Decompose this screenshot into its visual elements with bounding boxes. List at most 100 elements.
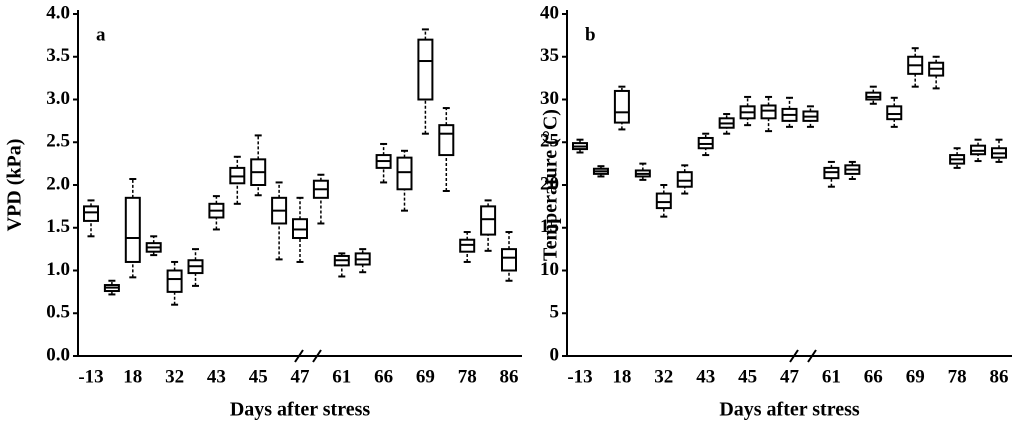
box — [697, 132, 714, 157]
x-tick-label: 86 — [500, 366, 519, 387]
box — [124, 178, 141, 279]
x-tick-label: 32 — [165, 366, 184, 387]
box — [676, 164, 693, 195]
y-tick-label: 25 — [540, 131, 559, 152]
box-body — [480, 205, 497, 236]
box — [760, 95, 777, 133]
box-body — [655, 192, 672, 210]
box — [501, 231, 517, 282]
y-tick-label: 1.5 — [46, 216, 70, 237]
box — [949, 147, 966, 169]
box — [333, 252, 350, 278]
y-tick-label: 2.5 — [46, 131, 70, 152]
box — [354, 248, 371, 274]
box — [970, 138, 987, 163]
panel-label: a — [96, 24, 106, 45]
x-tick-label: 66 — [864, 366, 883, 387]
x-tick-label: 43 — [207, 366, 226, 387]
box — [229, 155, 246, 205]
x-tick-label: 18 — [612, 366, 631, 387]
y-tick-label: 15 — [540, 216, 559, 237]
box — [83, 199, 99, 238]
box — [781, 96, 798, 128]
y-tick-label: 35 — [540, 45, 559, 66]
y-tick-label: 10 — [540, 259, 559, 280]
box-body — [613, 89, 630, 124]
box-body — [83, 205, 99, 222]
x-tick-label: 45 — [738, 366, 757, 387]
box — [718, 113, 735, 135]
box-body — [438, 124, 455, 157]
box — [103, 279, 120, 296]
box-body — [760, 104, 777, 120]
box-body — [501, 248, 517, 272]
box — [844, 160, 861, 181]
box-body — [166, 269, 183, 293]
box — [991, 138, 1007, 163]
box — [271, 181, 288, 261]
x-axis-title: Days after stress — [719, 399, 860, 421]
box — [375, 142, 392, 184]
x-tick-label: 43 — [696, 366, 715, 387]
box-body — [676, 171, 693, 188]
y-tick-label: 40 — [540, 2, 559, 23]
y-axis-title: VPD (kPa) — [4, 139, 26, 232]
x-tick-label: 47 — [291, 366, 311, 387]
box — [739, 95, 756, 127]
box — [187, 248, 204, 287]
box — [396, 149, 413, 212]
box — [312, 173, 329, 225]
box-body — [396, 156, 413, 191]
box — [480, 199, 497, 252]
x-tick-label: 69 — [416, 366, 435, 387]
x-tick-label: 86 — [990, 366, 1009, 387]
x-tick-label: 32 — [654, 366, 673, 387]
box — [292, 196, 308, 263]
x-tick-label: -13 — [567, 366, 592, 387]
box — [928, 55, 945, 90]
x-tick-label: 61 — [332, 366, 351, 387]
y-tick-label: 4.0 — [46, 2, 70, 23]
box — [438, 107, 455, 192]
y-tick-label: 0.5 — [46, 302, 70, 323]
y-tick-label: 30 — [540, 88, 559, 109]
y-tick-label: 3.5 — [46, 45, 70, 66]
x-tick-label: 18 — [123, 366, 142, 387]
box — [865, 85, 882, 105]
y-tick-label: 0.0 — [46, 344, 70, 365]
x-axis-title: Days after stress — [230, 399, 371, 421]
box — [572, 138, 588, 154]
y-tick-label: 0 — [550, 344, 560, 365]
y-tick-label: 5 — [550, 302, 560, 323]
box — [459, 231, 476, 263]
box — [417, 28, 434, 135]
x-tick-label: 66 — [374, 366, 393, 387]
x-tick-label: 45 — [249, 366, 268, 387]
y-tick-label: 1.0 — [46, 259, 70, 280]
box-body — [886, 105, 903, 121]
box — [592, 165, 609, 178]
y-tick-label: 2.0 — [46, 173, 70, 194]
box — [208, 195, 225, 231]
box — [802, 105, 819, 128]
x-tick-label: 78 — [458, 366, 477, 387]
box-body — [124, 196, 141, 263]
panel-label: b — [585, 24, 596, 45]
box — [145, 235, 162, 257]
box — [823, 160, 840, 188]
y-axis-title: Temperature (°C) — [540, 109, 562, 261]
box — [907, 47, 924, 88]
x-tick-label: -13 — [78, 366, 103, 387]
x-tick-label: 61 — [822, 366, 841, 387]
x-tick-label: 47 — [780, 366, 800, 387]
x-tick-label: 69 — [906, 366, 925, 387]
box — [166, 260, 183, 306]
box — [613, 85, 630, 131]
x-tick-label: 78 — [948, 366, 967, 387]
y-tick-label: 20 — [540, 173, 559, 194]
y-tick-label: 3.0 — [46, 88, 70, 109]
box-body — [417, 38, 434, 101]
box — [634, 162, 651, 181]
box — [886, 96, 903, 128]
